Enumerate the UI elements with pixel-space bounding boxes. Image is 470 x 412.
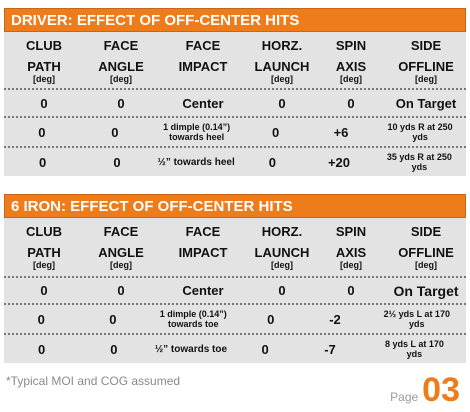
- cell-offline: On Target: [393, 282, 459, 299]
- driver-title: DRIVER: EFFECT OF OFF-CENTER HITS: [4, 8, 466, 32]
- header-club-path: CLUB PATH [deg]: [25, 38, 63, 84]
- cell-launch: 0: [268, 154, 276, 170]
- cell-path: 0: [37, 341, 46, 357]
- table-row: 0 0 Center 0 0 On Target: [4, 276, 466, 303]
- header-horz-launch: HORZ. LAUNCH [deg]: [254, 224, 310, 270]
- cell-impact: ½” towards toe: [154, 343, 228, 355]
- header-club-path: CLUB PATH [deg]: [25, 224, 63, 270]
- header-face-impact: FACE IMPACT: [178, 224, 228, 260]
- table-row: 0 0 ½” towards heel 0 +20 35 yds R at 25…: [4, 146, 466, 176]
- cell-impact: Center: [182, 95, 224, 111]
- header-spin-axis: SPIN AXIS [deg]: [335, 224, 367, 270]
- cell-angle: 0: [117, 283, 125, 298]
- cell-angle: 0: [109, 311, 117, 327]
- driver-header-row: CLUB PATH [deg] FACE ANGLE [deg] FACE IMPACT …: [4, 32, 466, 88]
- cell-axis: -2: [329, 311, 341, 327]
- cell-impact: 1 dimple (0.14”) towards heel: [163, 122, 231, 142]
- table-row: 0 0 1 dimple (0.14”) towards toe 0 -2 2½…: [4, 303, 466, 333]
- cell-axis: -7: [324, 341, 336, 357]
- table-row: 0 0 1 dimple (0.14”) towards heel 0 +6 1…: [4, 116, 466, 146]
- cell-launch: 0: [278, 283, 286, 298]
- header-spin-axis: SPIN AXIS [deg]: [335, 38, 367, 84]
- cell-impact: ½” towards heel: [157, 156, 235, 168]
- footnote: *Typical MOI and COG assumed: [6, 374, 181, 388]
- table-row: 0 0 ½” towards toe 0 -7 8 yds L at 170 y…: [4, 333, 466, 363]
- cell-angle: 0: [110, 341, 118, 357]
- cell-offline: 10 yds R at 250 yds: [387, 122, 453, 142]
- header-side-offline: SIDE OFFLINE [deg]: [398, 224, 454, 270]
- page-marker: Page 03: [390, 371, 460, 409]
- cell-axis: 0: [347, 95, 355, 111]
- iron-title: 6 IRON: EFFECT OF OFF-CENTER HITS: [4, 194, 466, 218]
- cell-offline: 2½ yds L at 170 yds: [383, 309, 450, 329]
- cell-launch: 0: [278, 95, 286, 111]
- cell-path: 0: [38, 124, 46, 140]
- cell-path: 0: [40, 95, 48, 111]
- cell-angle: 0: [113, 154, 121, 170]
- iron-header-row: CLUB PATH [deg] FACE ANGLE [deg] FACE IMPACT …: [4, 218, 466, 276]
- cell-path: 0: [39, 154, 47, 170]
- cell-path: 0: [40, 283, 48, 298]
- driver-table: CLUB PATH [deg] FACE ANGLE [deg] FACE IMPACT …: [4, 32, 466, 176]
- cell-impact: Center: [182, 283, 224, 298]
- driver-section: DRIVER: EFFECT OF OFF-CENTER HITS CLUB PA…: [4, 8, 466, 176]
- iron-section: 6 IRON: EFFECT OF OFF-CENTER HITS CLUB PA…: [4, 194, 466, 363]
- page-label: Page: [390, 390, 419, 404]
- cell-launch: 0: [261, 341, 269, 357]
- cell-launch: 0: [267, 311, 275, 327]
- page-number: 03: [422, 371, 460, 409]
- cell-axis: 0: [347, 283, 355, 298]
- header-horz-launch: HORZ. LAUNCH [deg]: [254, 38, 310, 84]
- iron-table: CLUB PATH [deg] FACE ANGLE [deg] FACE IMPACT …: [4, 218, 466, 363]
- cell-path: 0: [37, 311, 45, 327]
- cell-offline: 8 yds L at 170 yds: [384, 339, 444, 359]
- cell-offline: 35 yds R at 250 yds: [386, 152, 452, 172]
- cell-angle: 0: [111, 124, 119, 140]
- cell-angle: 0: [117, 95, 125, 111]
- header-face-impact: FACE IMPACT: [178, 38, 228, 74]
- cell-impact: 1 dimple (0.14”) towards toe: [159, 309, 227, 329]
- cell-launch: 0: [271, 124, 280, 140]
- header-face-angle: FACE ANGLE [deg]: [98, 224, 144, 270]
- header-side-offline: SIDE OFFLINE [deg]: [398, 38, 454, 84]
- header-face-angle: FACE ANGLE [deg]: [98, 38, 144, 84]
- cell-axis: +20: [327, 154, 351, 170]
- cell-axis: +6: [333, 124, 349, 140]
- cell-offline: On Target: [395, 95, 457, 111]
- table-row: 0 0 Center 0 0 On Target: [4, 88, 466, 116]
